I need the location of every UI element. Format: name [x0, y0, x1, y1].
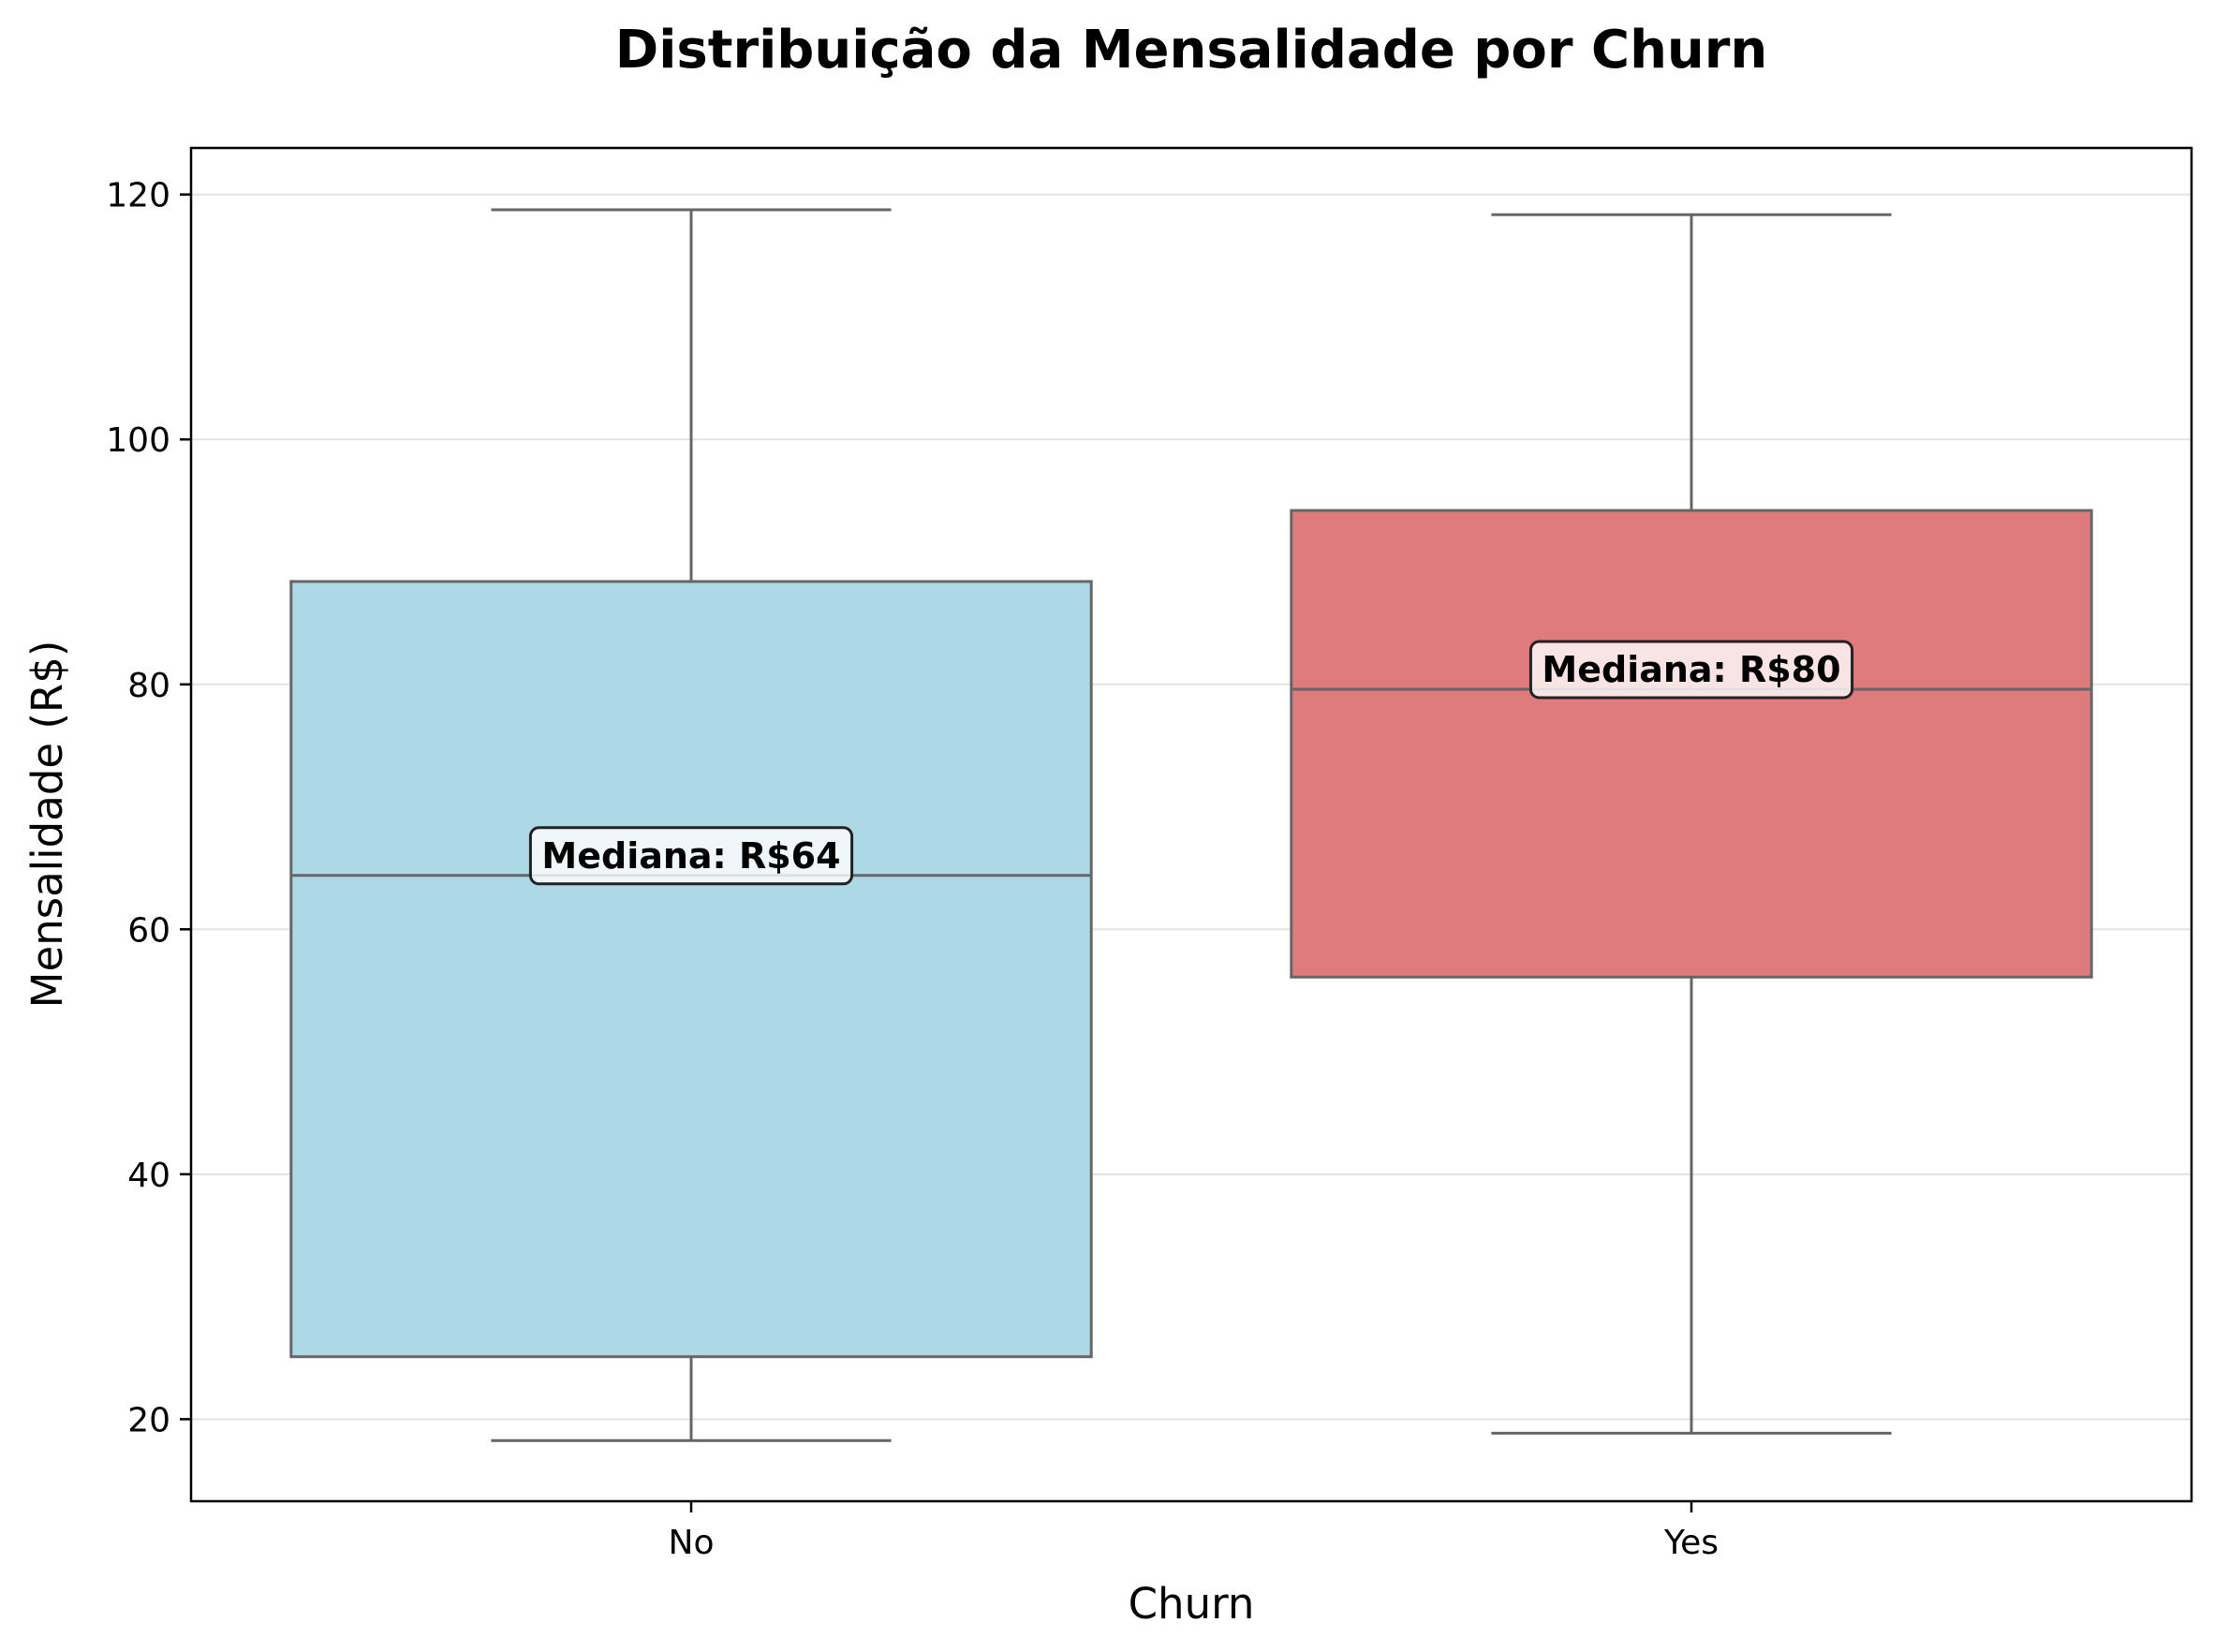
median-label-text: Mediana: R$64 — [541, 835, 840, 877]
x-tick-label: Yes — [1663, 1524, 1719, 1562]
box-no — [289, 208, 1093, 1442]
x-axis: No Yes — [669, 1501, 1719, 1562]
median-label-no: Mediana: R$64 — [528, 826, 854, 886]
y-axis: 20 40 60 80 100 120 — [106, 177, 191, 1439]
chart-title: Distribuição da Mensalidade por Churn — [615, 20, 1768, 81]
x-axis-label: Churn — [1129, 1579, 1255, 1629]
y-tick-label: 100 — [106, 421, 170, 460]
median-label-box — [528, 826, 854, 886]
x-tick-label: No — [669, 1524, 715, 1562]
box-yes — [1290, 213, 2093, 1435]
median-label-yes: Mediana: R$80 — [1528, 640, 1854, 700]
plot-frame — [189, 146, 2193, 1503]
y-tick-label: 40 — [127, 1157, 170, 1195]
median-label-text: Mediana: R$80 — [1542, 649, 1840, 690]
y-tick-label: 20 — [127, 1401, 170, 1439]
y-axis-label: Mensalidade (R$) — [22, 641, 72, 1009]
box-layer — [289, 208, 2093, 1442]
iqr-box — [1290, 509, 2093, 979]
y-tick-label: 120 — [106, 177, 170, 215]
median-labels: Mediana: R$64 Mediana: R$80 — [528, 640, 1854, 886]
iqr-box — [289, 580, 1093, 1359]
median-label-box — [1528, 640, 1854, 700]
y-tick-label: 80 — [127, 667, 170, 705]
y-tick-label: 60 — [127, 911, 170, 950]
